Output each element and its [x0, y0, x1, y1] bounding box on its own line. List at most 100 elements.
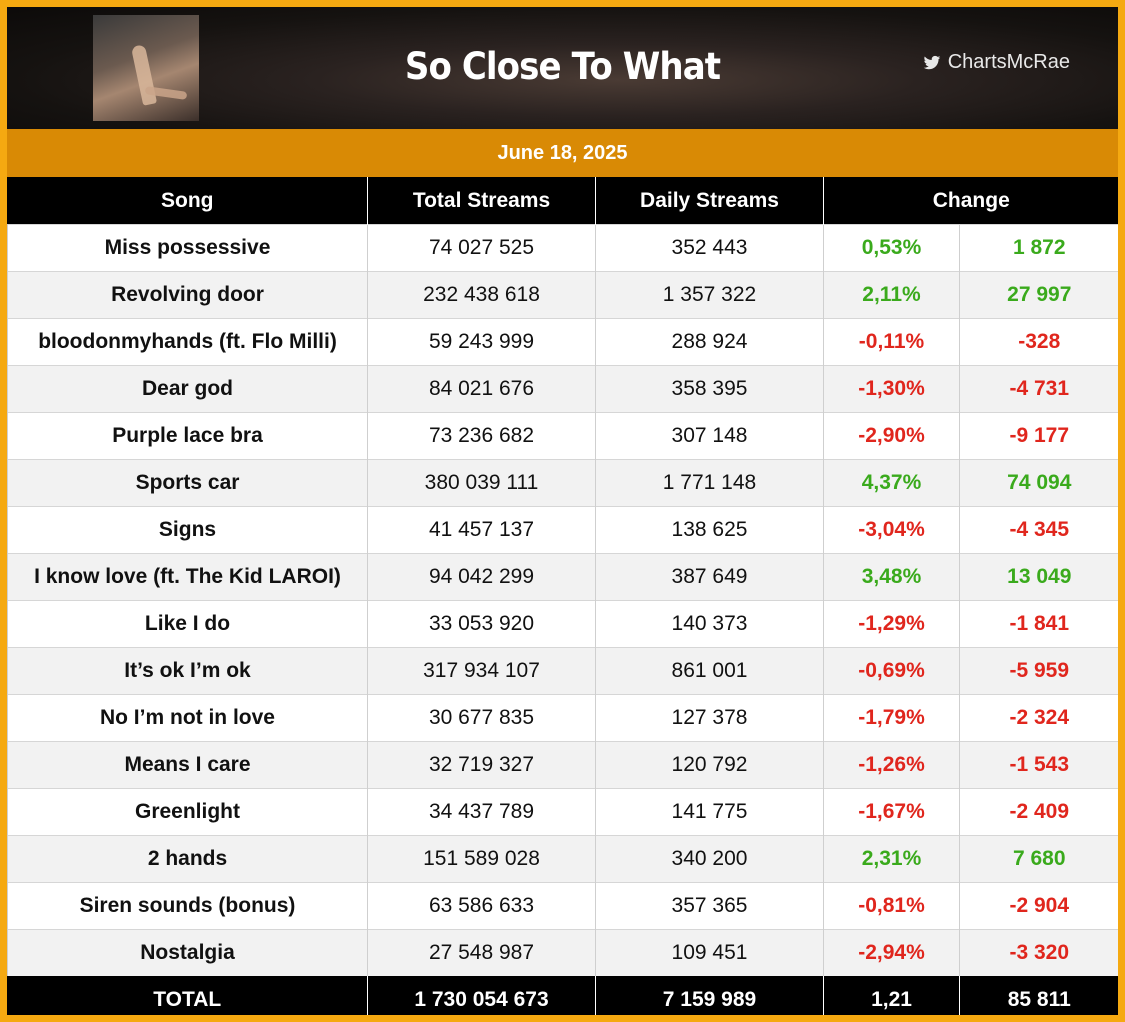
- total-streams-cell: 94 042 299: [367, 553, 596, 601]
- total-streams-cell: 30 677 835: [367, 694, 596, 742]
- total-streams-cell: 74 027 525: [367, 224, 596, 272]
- daily-streams-cell: 861 001: [595, 647, 824, 695]
- daily-streams-cell: 141 775: [595, 788, 824, 836]
- change-percent-cell: 2,31%: [823, 835, 960, 883]
- change-percent-cell: -2,94%: [823, 929, 960, 976]
- total-streams-cell: 32 719 327: [367, 741, 596, 789]
- song-cell: 2 hands: [7, 835, 368, 883]
- change-percent-cell: -2,90%: [823, 412, 960, 460]
- change-diff-cell: -5 959: [958, 647, 1118, 695]
- total-streams-cell: 41 457 137: [367, 506, 596, 554]
- song-cell: Means I care: [7, 741, 368, 789]
- total-streams-cell: 63 586 633: [367, 882, 596, 930]
- chart-card: So Close To What ChartsMcRae June 18, 20…: [7, 7, 1118, 1015]
- table-row: bloodonmyhands (ft. Flo Milli) 59 243 999…: [7, 318, 1118, 366]
- table-row: Miss possessive 74 027 525 352 443 0,53% 1 8…: [7, 224, 1118, 272]
- table-row: Revolving door 232 438 618 1 357 322 2,11% 2…: [7, 271, 1118, 319]
- change-percent-cell: -1,30%: [823, 365, 960, 413]
- twitter-bird-icon: [923, 55, 940, 69]
- album-cover-image: [93, 15, 199, 121]
- change-diff-cell: 1 872: [958, 224, 1118, 272]
- table-row: Purple lace bra 73 236 682 307 148 -2,90% -9…: [7, 412, 1118, 460]
- change-diff-cell: 74 094: [958, 459, 1118, 507]
- total-label: TOTAL: [7, 976, 368, 1015]
- change-diff-cell: -1 543: [958, 741, 1118, 789]
- change-percent-cell: -0,81%: [823, 882, 960, 930]
- daily-streams-cell: 357 365: [595, 882, 824, 930]
- daily-streams-cell: 340 200: [595, 835, 824, 883]
- col-header-daily-streams: Daily Streams: [595, 177, 824, 225]
- handle-text: ChartsMcRae: [947, 51, 1070, 73]
- total-streams-cell: 232 438 618: [367, 271, 596, 319]
- daily-streams-cell: 352 443: [595, 224, 824, 272]
- table-row: Means I care 32 719 327 120 792 -1,26% -1 54…: [7, 741, 1118, 789]
- header-banner: So Close To What ChartsMcRae: [7, 7, 1118, 129]
- change-diff-cell: -9 177: [958, 412, 1118, 460]
- daily-streams-cell: 120 792: [595, 741, 824, 789]
- table-row: Greenlight 34 437 789 141 775 -1,67% -2 409: [7, 788, 1118, 836]
- total-streams-cell: 27 548 987: [367, 929, 596, 976]
- total-streams-cell: 151 589 028: [367, 835, 596, 883]
- change-percent-cell: -1,26%: [823, 741, 960, 789]
- song-cell: Purple lace bra: [7, 412, 368, 460]
- daily-streams-cell: 1 771 148: [595, 459, 824, 507]
- daily-streams-cell: 358 395: [595, 365, 824, 413]
- table-row: It’s ok I’m ok 317 934 107 861 001 -0,69% -5…: [7, 647, 1118, 695]
- chart-date: June 18, 2025: [7, 129, 1118, 177]
- daily-streams-cell: 138 625: [595, 506, 824, 554]
- table-row: Siren sounds (bonus) 63 586 633 357 365 -0,…: [7, 882, 1118, 930]
- col-header-change: Change: [822, 177, 1118, 225]
- song-cell: Nostalgia: [7, 929, 368, 976]
- table-row: Signs 41 457 137 138 625 -3,04% -4 345: [7, 506, 1118, 554]
- table-row: 2 hands 151 589 028 340 200 2,31% 7 680: [7, 835, 1118, 883]
- change-percent-cell: 4,37%: [823, 459, 960, 507]
- table-row: Like I do 33 053 920 140 373 -1,29% -1 841: [7, 600, 1118, 648]
- table-row: No I’m not in love 30 677 835 127 378 -1,79…: [7, 694, 1118, 742]
- total-streams-cell: 59 243 999: [367, 318, 596, 366]
- daily-streams-cell: 109 451: [595, 929, 824, 976]
- change-diff-cell: 13 049: [958, 553, 1118, 601]
- change-diff-cell: -4 731: [958, 365, 1118, 413]
- song-cell: Siren sounds (bonus): [7, 882, 368, 930]
- song-cell: Revolving door: [7, 271, 368, 319]
- change-diff-cell: -3 320: [958, 929, 1118, 976]
- daily-streams-cell: 288 924: [595, 318, 824, 366]
- daily-streams-cell: 127 378: [595, 694, 824, 742]
- change-diff-cell: 27 997: [958, 271, 1118, 319]
- change-diff-cell: -4 345: [958, 506, 1118, 554]
- total-streams-cell: 317 934 107: [367, 647, 596, 695]
- change-diff-cell: -2 324: [958, 694, 1118, 742]
- total-streams-cell: 380 039 111: [367, 459, 596, 507]
- change-percent-cell: -0,69%: [823, 647, 960, 695]
- col-header-song: Song: [7, 177, 368, 225]
- song-cell: Signs: [7, 506, 368, 554]
- song-cell: Like I do: [7, 600, 368, 648]
- table-row: Sports car 380 039 111 1 771 148 4,37% 74 09…: [7, 459, 1118, 507]
- twitter-handle: ChartsMcRae: [922, 51, 1070, 74]
- streams-table: Song Total Streams Daily Streams Change …: [7, 177, 1118, 1015]
- change-diff-cell: -328: [958, 318, 1118, 366]
- daily-streams-cell: 1 357 322: [595, 271, 824, 319]
- daily-streams-cell: 140 373: [595, 600, 824, 648]
- table-row: Nostalgia 27 548 987 109 451 -2,94% -3 320: [7, 929, 1118, 976]
- table-header-row: Song Total Streams Daily Streams Change: [7, 177, 1118, 225]
- daily-streams-cell: 307 148: [595, 412, 824, 460]
- daily-streams-cell: 387 649: [595, 553, 824, 601]
- change-percent-cell: 0,53%: [823, 224, 960, 272]
- change-percent-cell: -0,11%: [823, 318, 960, 366]
- total-streams-cell: 73 236 682: [367, 412, 596, 460]
- col-header-total-streams: Total Streams: [367, 177, 596, 225]
- change-percent-cell: -1,67%: [823, 788, 960, 836]
- total-change-percent: 1,21: [823, 976, 960, 1015]
- song-cell: No I’m not in love: [7, 694, 368, 742]
- change-diff-cell: -1 841: [958, 600, 1118, 648]
- song-cell: Miss possessive: [7, 224, 368, 272]
- change-percent-cell: 2,11%: [823, 271, 960, 319]
- total-change-diff: 85 811: [958, 976, 1118, 1015]
- change-percent-cell: 3,48%: [823, 553, 960, 601]
- total-streams-cell: 34 437 789: [367, 788, 596, 836]
- total-streams-cell: 33 053 920: [367, 600, 596, 648]
- song-cell: Dear god: [7, 365, 368, 413]
- change-percent-cell: -3,04%: [823, 506, 960, 554]
